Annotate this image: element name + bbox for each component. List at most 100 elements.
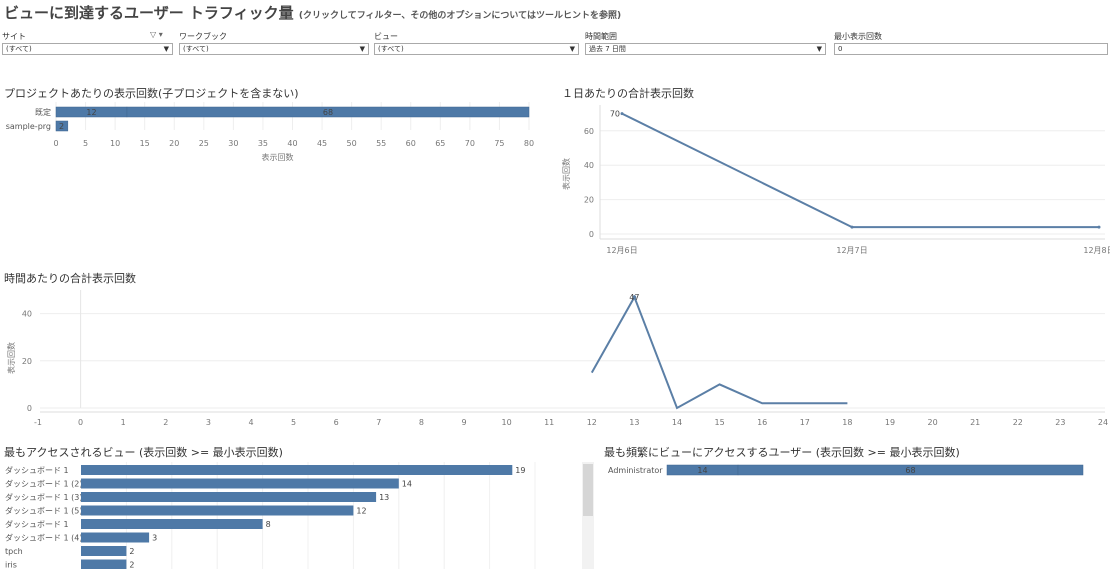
filter-view-select[interactable]: (すべて) ▼ [374,43,579,55]
x-tick-label: 19 [885,418,895,427]
page-title-text: ビューに到達するユーザー トラフィック量 [4,4,294,22]
x-tick-label: 16 [757,418,767,427]
y-tick-label: 40 [584,161,594,170]
y-axis-label: 表示回数 [6,342,16,374]
filter-site-select[interactable]: (すべて) ▼ [2,43,173,55]
bar-value-label: 14 [402,480,412,489]
x-tick-label: 15 [140,139,150,148]
bar-value-label: 2 [129,547,134,556]
x-tick-label: 12月7日 [836,246,867,255]
x-tick-label: 0 [78,418,83,427]
filter-minviews-input[interactable]: 0 [834,43,1108,55]
project-chart-title: プロジェクトあたりの表示回数(子プロジェクトを含まない) [4,87,299,100]
funnel-icon[interactable]: ▽ [150,30,157,39]
bar [81,532,150,543]
data-label: 47 [629,293,639,302]
bar-value-label: 14 [697,466,707,475]
chevron-down-icon[interactable]: ▾ [158,30,163,39]
bar-value-label: 2 [129,561,134,569]
bar [81,546,127,556]
filter-timerange-label: 時間範囲 [585,32,617,41]
bar-value-label: 68 [323,108,333,117]
bar [81,465,513,475]
chevron-down-icon: ▼ [816,45,822,53]
data-point [850,225,854,229]
bar-value-label: 12 [356,507,366,516]
filter-site-value: (すべて) [6,45,32,53]
bar [81,559,127,569]
x-tick-label: 9 [461,418,466,427]
bar-value-label: 8 [266,520,271,529]
filter-minviews-label: 最小表示回数 [834,32,882,41]
bar-value-label: 13 [379,493,389,502]
x-tick-label: 12 [587,418,597,427]
category-label: 既定 [35,107,51,117]
filter-timerange-select[interactable]: 過去 7 日間 ▼ [585,43,826,55]
x-tick-label: 12月6日 [606,246,637,255]
page-title: ビューに到達するユーザー トラフィック量 (クリックしてフィルター、その他のオプ… [4,2,621,23]
x-tick-label: 60 [406,139,416,148]
category-label: ダッシュボード 1 [5,465,69,475]
category-label: ダッシュボード 1 [5,519,69,529]
data-point [1097,225,1101,229]
x-tick-label: 15 [715,418,725,427]
filter-minviews-value: 0 [838,45,843,53]
x-tick-label: 11 [544,418,554,427]
filter-workbook-select[interactable]: (すべて) ▼ [179,43,369,55]
x-tick-label: 5 [83,139,88,148]
x-tick-label: 2 [163,418,168,427]
x-tick-label: 30 [228,139,238,148]
bar-segment [55,120,69,132]
x-tick-label: -1 [34,418,42,427]
bar-value-label: 12 [86,108,96,117]
scrollbar-thumb[interactable] [583,464,593,516]
x-tick-label: 75 [494,139,504,148]
views-chart-title: 最もアクセスされるビュー (表示回数 >= 最小表示回数) [4,446,283,459]
x-tick-label: 5 [291,418,296,427]
x-tick-label: 25 [199,139,209,148]
x-tick-label: 40 [287,139,297,148]
bar [81,519,263,529]
x-tick-label: 18 [842,418,852,427]
x-tick-label: 22 [1013,418,1023,427]
data-label: 70 [610,110,620,119]
x-tick-label: 1 [121,418,126,427]
users-chart-title: 最も頻繁にビューにアクセスするユーザー (表示回数 >= 最小表示回数) [604,446,960,459]
filter-view-label: ビュー [374,32,398,41]
y-tick-label: 20 [584,196,594,205]
project-chart: 0 5 10 15 20 25 30 35 40 45 50 55 60 65 70 75 80 既定 12 68 sa… [6,102,534,162]
y-tick-label: 60 [584,127,594,136]
page-subtitle: (クリックしてフィルター、その他のオプションについてはツールヒントを参照) [298,11,622,21]
chevron-down-icon: ▼ [359,45,365,53]
filter-timerange-value: 過去 7 日間 [589,45,626,53]
y-tick-label: 0 [27,404,32,413]
category-label: tpch [5,547,23,556]
x-tick-label: 0 [53,139,58,148]
data-point [620,112,624,116]
x-tick-label: 70 [465,139,475,148]
category-label: Administrator [608,466,663,475]
views-chart: ダッシュボード 1 19 ダッシュボード 1 (2) 14 ダッシュボード 1 (3) 1… [5,462,536,569]
x-tick-label: 80 [524,139,534,148]
daily-chart-title: １日あたりの合計表示回数 [562,87,694,100]
x-tick-label: 24 [1098,418,1108,427]
daily-chart: 0 20 40 60 表示回数 70 12月6日 12月7日 12月8日 [561,105,1110,255]
x-tick-label: 20 [928,418,938,427]
bar-value-label: 2 [59,122,64,131]
x-tick-label: 12月8日 [1083,246,1110,255]
category-label: ダッシュボード 1 (4) [5,533,83,543]
x-tick-label: 10 [110,139,120,148]
category-label: ダッシュボード 1 (2) [5,479,83,489]
scrollbar-track[interactable] [582,462,594,569]
x-tick-label: 45 [317,139,327,148]
users-chart: Administrator 14 68 [608,464,1084,476]
x-tick-label: 23 [1055,418,1065,427]
filter-view-value: (すべて) [378,45,404,53]
y-tick-label: 40 [22,310,32,319]
x-tick-label: 4 [248,418,253,427]
x-axis-label: 表示回数 [262,152,294,162]
x-tick-label: 8 [419,418,424,427]
filter-site-label: サイト [2,32,26,41]
data-point [632,295,637,299]
x-tick-label: 7 [376,418,381,427]
